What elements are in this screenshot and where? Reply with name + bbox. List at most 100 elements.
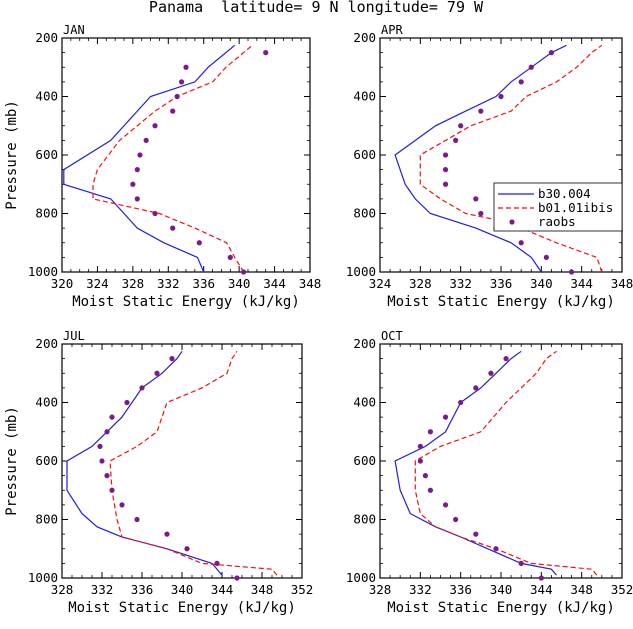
panel-apr: 324 328 332 336 340 344 348 200 400 600 800 1000 APR… — [346, 23, 633, 310]
raobs-point-apr — [473, 196, 479, 202]
raobs-point-oct — [442, 414, 449, 420]
raobs-point-jan — [170, 225, 176, 231]
panels-container: 320 324 328 332 336 340 344 348 200 400 600 800 1000… — [4, 23, 633, 616]
plot-frame-jul — [61, 343, 303, 579]
raobs-point-jan — [134, 167, 140, 173]
y-tick-label-jan: 800 — [35, 206, 58, 221]
raobs-point-jan — [134, 196, 140, 202]
b30-004-line-jul — [66, 350, 223, 576]
x-tick-label-jul: 348 — [251, 582, 274, 597]
raobs-point-jul — [104, 429, 110, 435]
raobs-point-jul — [119, 502, 125, 508]
raobs-point-jul — [164, 531, 170, 537]
b30-004-line-apr — [394, 44, 567, 273]
y-axis-title-jul: Pressure (mb) — [4, 406, 20, 516]
x-tick-label-jan: 328 — [122, 276, 145, 291]
x-tick-label-jan: 340 — [228, 276, 251, 291]
x-tick-label-apr: 348 — [611, 276, 633, 291]
legend-raobs-marker — [509, 219, 515, 225]
y-tick-label-jan: 200 — [35, 30, 58, 45]
b01-01ibis-line-jan — [92, 44, 253, 273]
y-tick-label-oct: 400 — [353, 395, 376, 410]
raobs-point-apr — [543, 254, 549, 260]
x-tick-label-oct: 328 — [369, 582, 392, 597]
raobs-point-apr — [498, 93, 504, 100]
legend-label: raobs — [538, 214, 576, 229]
raobs-point-oct — [417, 443, 423, 449]
y-tick-label-jul: 400 — [35, 395, 58, 410]
raobs-point-jan — [130, 181, 136, 187]
panel-label-apr: APR — [381, 23, 403, 37]
raobs-point-jan — [143, 137, 149, 143]
y-tick-label-jul: 200 — [35, 336, 58, 351]
x-tick-label-oct: 352 — [611, 582, 633, 597]
raobs-point-oct — [442, 502, 449, 508]
raobs-point-jan — [152, 123, 158, 129]
raobs-point-jan — [178, 79, 185, 85]
raobs-point-oct — [488, 370, 494, 376]
raobs-point-jul — [109, 414, 115, 420]
raobs-point-jan — [137, 152, 143, 158]
y-tick-label-jan: 1000 — [28, 264, 58, 279]
panel-label-oct: OCT — [381, 329, 403, 343]
x-tick-label-oct: 348 — [570, 582, 593, 597]
raobs-point-oct — [417, 458, 423, 464]
legend-box — [493, 182, 623, 232]
x-tick-label-oct: 344 — [530, 582, 553, 597]
x-tick-label-jul: 328 — [51, 582, 74, 597]
y-tick-label-apr: 1000 — [346, 264, 376, 279]
raobs-point-oct — [473, 531, 479, 537]
raobs-point-apr — [528, 64, 534, 70]
x-tick-label-jan: 332 — [157, 276, 180, 291]
x-tick-label-apr: 340 — [530, 276, 553, 291]
raobs-point-jan — [152, 210, 158, 217]
raobs-point-apr — [548, 50, 555, 56]
raobs-point-apr — [442, 167, 449, 173]
raobs-point-jan — [170, 108, 176, 114]
x-tick-label-jul: 352 — [291, 582, 314, 597]
x-tick-label-apr: 332 — [449, 276, 472, 291]
raobs-point-apr — [518, 79, 524, 85]
raobs-point-jul — [97, 443, 103, 449]
y-tick-label-oct: 800 — [353, 512, 376, 527]
raobs-point-jan — [196, 240, 202, 246]
x-axis-title-jan: Moist Static Energy (kJ/kg) — [72, 294, 300, 310]
raobs-point-jan — [263, 50, 269, 56]
x-tick-label-jul: 340 — [171, 582, 194, 597]
raobs-point-jul — [169, 356, 175, 362]
x-tick-label-jul: 336 — [131, 582, 154, 597]
raobs-point-jul — [154, 370, 160, 376]
x-axis-title-jul: Moist Static Energy (kJ/kg) — [68, 600, 296, 616]
raobs-point-oct — [473, 385, 479, 391]
raobs-point-oct — [493, 546, 499, 552]
b01-01ibis-line-jul — [109, 350, 278, 576]
x-axis-title-apr: Moist Static Energy (kJ/kg) — [387, 294, 615, 310]
x-tick-label-jul: 332 — [91, 582, 114, 597]
x-tick-label-apr: 328 — [409, 276, 432, 291]
panel-label-jan: JAN — [63, 23, 85, 37]
raobs-point-jul — [184, 546, 190, 552]
panel-oct: 328 332 336 340 344 348 352 200 400 600 800 1000 OCT… — [346, 329, 633, 616]
raobs-point-apr — [518, 240, 524, 246]
panel-jul: 328 332 336 340 344 348 352 200 400 600 800 1000 JUL… — [4, 329, 313, 616]
raobs-point-apr — [453, 137, 459, 143]
y-tick-label-oct: 600 — [353, 453, 376, 468]
raobs-point-oct — [503, 356, 509, 362]
raobs-point-apr — [442, 152, 449, 158]
x-tick-label-jan: 344 — [263, 276, 286, 291]
raobs-point-jul — [104, 473, 110, 479]
raobs-point-apr — [568, 269, 575, 275]
raobs-point-jul — [99, 458, 105, 464]
raobs-point-jul — [124, 399, 130, 406]
y-tick-label-apr: 800 — [353, 206, 376, 221]
x-tick-label-oct: 332 — [409, 582, 432, 597]
raobs-point-apr — [442, 181, 449, 187]
y-tick-label-apr: 400 — [353, 89, 376, 104]
raobs-point-jul — [139, 385, 145, 391]
figure-title: Panama latitude= 9 N longitude= 79 W — [149, 0, 484, 16]
raobs-point-jul — [134, 516, 140, 523]
y-tick-label-jul: 800 — [35, 512, 58, 527]
raobs-point-apr — [478, 108, 484, 114]
